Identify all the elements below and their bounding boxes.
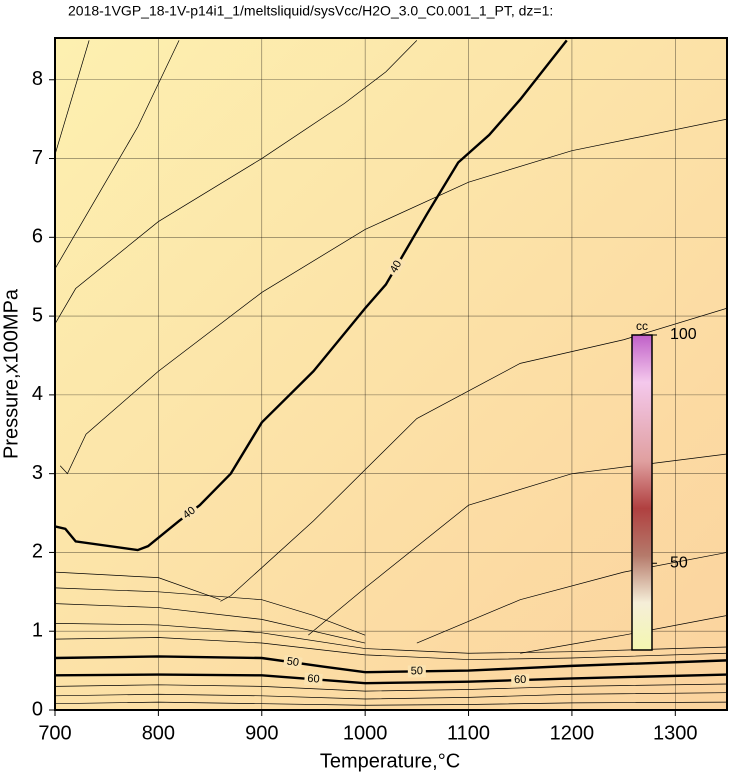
contour-label-bg [407,665,426,678]
chart-title: 2018-1VGP_18-1V-p14i1_1/meltsliquid/sysV… [68,3,553,19]
contour-line [55,673,727,685]
x-tick-label: 900 [245,722,278,744]
contour-line [308,453,727,636]
plot-background [55,38,727,710]
contour-line [55,587,366,636]
contour-label-group: 50 [407,665,426,678]
plot-frame [54,37,728,711]
y-tick-label: 1 [32,620,43,642]
y-tick-label: 3 [32,462,43,484]
contour-label-group: 40 [178,502,201,524]
contour-line [55,39,568,552]
colorbar-tick-label: 50 [670,554,688,571]
contour-label-group: 60 [511,673,530,687]
contour-label-bg [511,673,530,687]
y-tick-label: 0 [32,698,43,720]
contour-label: 50 [286,655,300,669]
x-tick-label: 800 [142,722,175,744]
contour-label: 60 [307,673,320,686]
contour-label-bg [178,502,201,524]
contour-label-bg [304,672,323,686]
contour-line [55,701,727,706]
y-tick-label: 7 [32,147,43,169]
contour-line [55,40,90,155]
x-tick-label: 1300 [653,722,698,744]
contour-label-group: 40 [386,256,406,278]
contour-label-group: 50 [283,655,303,670]
y-tick-label: 6 [32,226,43,248]
contour-line [55,683,727,692]
colorbar [631,334,653,651]
y-tick-label: 5 [32,304,43,326]
contour-label: 40 [181,504,198,521]
contour-line [416,552,727,644]
contour-label-bg [283,655,303,670]
contour-label: 50 [411,665,423,677]
contour-line [55,655,727,674]
x-tick-label: 1000 [343,722,388,744]
contour-line [55,692,727,700]
y-tick-label: 4 [32,383,43,405]
contour-line [220,307,727,602]
contour-line [520,615,727,654]
colorbar-label: cc [636,319,648,333]
contour-line [55,637,727,660]
plot-area: 40 40 50 50 60 60 [55,38,727,710]
contour-label: 60 [514,674,527,686]
x-tick-label: 1100 [447,722,490,744]
contour-line [55,603,366,644]
x-tick-label: 1200 [550,722,595,744]
x-tick-label: 700 [38,722,71,744]
contour-label-bg [386,256,406,278]
x-axis-label: Temperature,°C [320,750,460,772]
contour-line [55,571,221,601]
contour-label-group: 60 [304,672,323,686]
y-tick-label: 2 [32,541,43,563]
y-tick-label: 8 [32,68,43,90]
contour-line [59,118,727,475]
contour-line [55,40,418,325]
y-axis-label: Pressure,x100MPa [0,288,22,459]
contour-line [55,40,180,270]
contour-line [55,622,727,654]
colorbar-tick-label: 100 [670,326,697,343]
contour-label: 40 [388,258,405,275]
